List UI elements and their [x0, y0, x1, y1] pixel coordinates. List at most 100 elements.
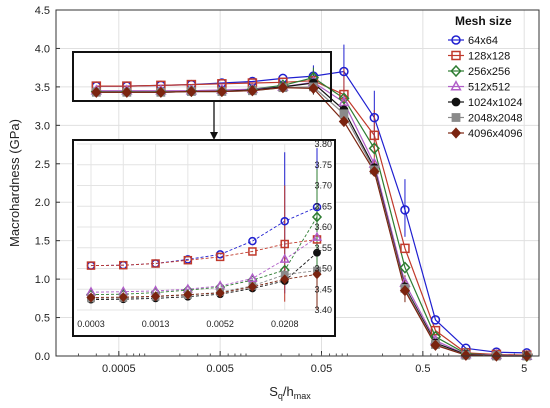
data-point-4096x4096 [460, 349, 472, 361]
inset-point-4096x4096 [312, 269, 322, 280]
y-axis-label: Macrohardness (GPa) [7, 119, 22, 247]
inset-plot: 3.40 3.45 3.50 3.55 3.60 3.65 3.70 3.75 3.80 0.0… [72, 139, 336, 337]
y-tick-label: 4.5 [35, 5, 50, 17]
data-point-128x128 [400, 243, 410, 254]
legend-marker-512x512 [450, 80, 462, 91]
inset-x-tick-label: 0.0208 [271, 319, 299, 329]
inset-line-128x128 [90, 239, 318, 267]
inset-point-64x64 [280, 216, 289, 226]
data-point-4096x4096 [186, 85, 197, 98]
inset-point-512x512 [311, 231, 323, 241]
inset-y-tick-label: 3.50 [314, 264, 332, 274]
y-tick-label: 1.5 [35, 236, 50, 248]
data-point-64x64 [339, 66, 349, 77]
inset-background [72, 139, 336, 337]
legend-marker-64x64 [451, 35, 461, 45]
y-tick-label: 0.5 [35, 313, 50, 325]
inset-point-4096x4096 [183, 289, 193, 300]
inset-y-tick-label: 3.45 [314, 284, 332, 294]
y-tick-label: 0.0 [35, 351, 50, 363]
data-point-256x256 [338, 92, 350, 105]
inset-x-tick-label: 0.0003 [77, 319, 105, 329]
y-axis-ticks: 0.0 0.5 1.0 1.5 2.0 2.5 3.0 3.5 4.0 4.5 [35, 5, 60, 363]
inset-point-128x128 [119, 260, 128, 270]
inset-x-tick-label: 0.0052 [206, 319, 234, 329]
inset-point-64x64 [248, 236, 257, 246]
inset-point-128x128 [215, 252, 225, 262]
inset-point-4096x4096 [86, 292, 96, 303]
inset-point-128x128 [248, 247, 257, 256]
y-tick-label: 3.5 [35, 82, 50, 94]
data-point-4096x4096 [338, 115, 350, 128]
x-tick-label: 0.0005 [102, 363, 136, 375]
legend-label-64x64: 64x64 [468, 35, 498, 47]
data-point-4096x4096 [121, 86, 132, 98]
data-point-4096x4096 [247, 85, 258, 97]
x-axis-label-main: S [269, 384, 278, 399]
inset-y-tick-label: 3.60 [314, 222, 332, 232]
data-point-64x64 [400, 205, 410, 215]
inset-series [85, 148, 323, 310]
data-point-256x256 [399, 261, 411, 274]
inset-point-256x256 [311, 211, 323, 223]
inset-point-128x128 [280, 239, 289, 249]
inset-point-128x128 [183, 255, 193, 265]
legend-label-4096x4096: 4096x4096 [468, 128, 522, 140]
main-plot-frame [55, 9, 540, 357]
legend-marker-256x256 [450, 64, 462, 78]
x-tick-label: 0.05 [311, 363, 332, 375]
legend-marker-4096x4096 [450, 127, 462, 139]
legend-label-1024x1024: 1024x1024 [468, 97, 522, 109]
x-axis-label-sub1: q [278, 391, 283, 401]
data-point-512x512 [338, 95, 350, 107]
y-tick-label: 2.5 [35, 159, 50, 171]
inset-point-512x512 [247, 272, 258, 283]
inset-point-128x128 [86, 261, 96, 270]
inset-point-4096x4096 [215, 288, 225, 298]
inset-point-4096x4096 [247, 281, 257, 292]
data-point-4096x4096 [308, 82, 319, 95]
legend-label-512x512: 512x512 [468, 82, 510, 94]
data-point-256x256 [368, 142, 380, 155]
zoom-arrow-head [210, 132, 218, 140]
legend-label-256x256: 256x256 [468, 66, 510, 78]
inset-line-512x512 [90, 237, 318, 293]
legend: Mesh size 64x64 128x128 256x256 512x512 1024… [448, 14, 522, 140]
x-tick-label: 5 [521, 363, 527, 375]
inset-point-64x64 [312, 202, 322, 212]
y-tick-label: 1.0 [35, 274, 50, 286]
inset-point-1024x1024 [313, 248, 321, 257]
legend-marker-1024x1024 [451, 97, 461, 107]
x-axis-label-sub2: max [294, 391, 312, 401]
x-axis-ticks: 0.0005 0.005 0.05 0.5 5 [77, 351, 533, 375]
inset-line-2048x2048 [90, 270, 318, 299]
legend-marker-2048x2048 [451, 113, 461, 122]
inset-y-ticks: 3.40 3.45 3.50 3.55 3.60 3.65 3.70 3.75 3.80 [314, 139, 332, 315]
inset-y-tick-label: 3.75 [314, 160, 332, 170]
data-point-4096x4096 [369, 165, 380, 178]
inset-point-4096x4096 [280, 274, 290, 285]
data-point-4096x4096 [277, 82, 289, 94]
data-point-4096x4096 [399, 285, 411, 297]
data-point-4096x4096 [91, 86, 102, 98]
inset-y-tick-label: 3.65 [314, 201, 332, 211]
data-point-4096x4096 [155, 86, 167, 98]
data-point-4096x4096 [216, 85, 228, 98]
x-tick-label: 0.005 [206, 363, 234, 375]
inset-point-4096x4096 [151, 291, 161, 302]
inset-y-tick-label: 3.80 [314, 139, 332, 149]
inset-y-tick-label: 3.70 [314, 181, 332, 191]
y-tick-label: 3.0 [35, 120, 50, 132]
inset-point-512x512 [279, 253, 290, 263]
x-axis-label: Sq/hmax [269, 384, 311, 401]
inset-line-4096x4096 [90, 273, 318, 298]
data-point-4096x4096 [430, 339, 441, 351]
legend-items: 64x64 128x128 256x256 512x512 1024x1024 2048x… [448, 35, 522, 140]
x-axis-label-mid: /h [283, 384, 294, 399]
zoom-region-box [72, 51, 332, 102]
y-tick-label: 4.0 [35, 43, 50, 55]
legend-label-2048x2048: 2048x2048 [468, 113, 522, 125]
x-tick-label: 0.5 [415, 363, 430, 375]
inset-x-ticks: 0.0003 0.0013 0.0052 0.0208 [77, 319, 298, 329]
